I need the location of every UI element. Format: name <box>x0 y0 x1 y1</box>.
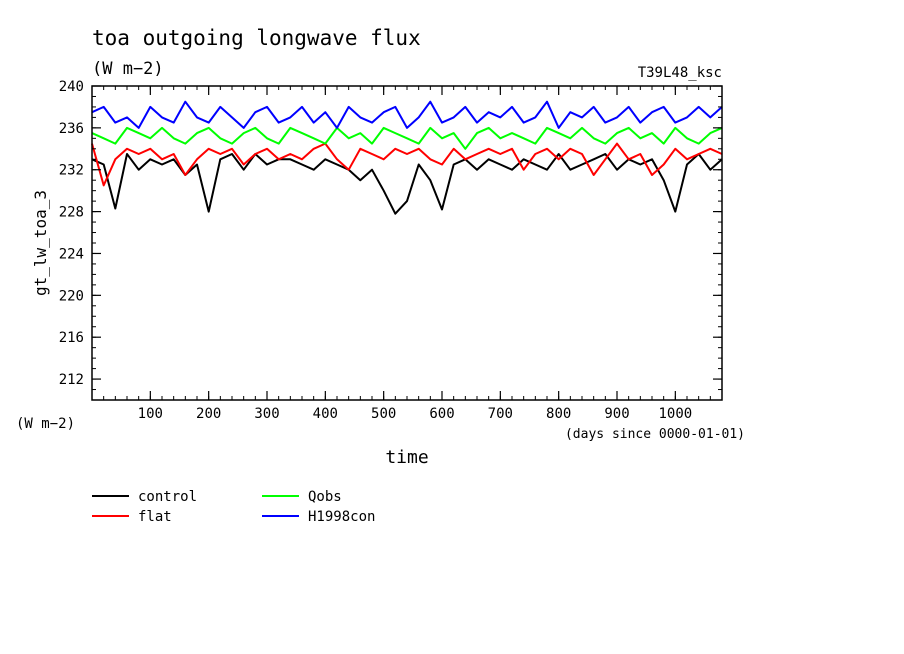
series-line-h1998con <box>91 100 723 129</box>
x-tick-label: 200 <box>196 406 221 422</box>
x-tick-label: 600 <box>429 406 454 422</box>
x-tick-label: 700 <box>488 406 513 422</box>
series-layer <box>91 100 723 215</box>
x-tick-label: 500 <box>371 406 396 422</box>
series-line-qobs <box>91 126 723 150</box>
series-line-control <box>91 153 723 215</box>
legend-label-h1998con: H1998con <box>308 509 375 525</box>
x-axis-unit: (days since 0000-01-01) <box>565 427 745 442</box>
chart-subtitle: (W m−2) <box>92 59 164 79</box>
x-tick-label: 300 <box>254 406 279 422</box>
y-tick-label: 224 <box>59 246 84 262</box>
y-tick-label: 212 <box>59 372 84 388</box>
plot-frame <box>91 85 723 401</box>
y-tick-label: 240 <box>59 79 84 95</box>
x-tick-label: 1000 <box>658 406 692 422</box>
y-tick-label: 232 <box>59 163 84 179</box>
y-tick-label: 216 <box>59 330 84 346</box>
x-tick-label: 400 <box>313 406 338 422</box>
y-tick-label: 228 <box>59 205 84 221</box>
x-axis-label: time <box>385 447 428 468</box>
legend: control flat Qobs H1998con <box>92 489 375 525</box>
y-tick-label: 236 <box>59 121 84 137</box>
legend-label-control: control <box>138 489 197 505</box>
chart-title: toa outgoing longwave flux <box>92 26 421 50</box>
legend-label-qobs: Qobs <box>308 489 342 505</box>
x-tick-label: 900 <box>604 406 629 422</box>
x-tick-label: 100 <box>138 406 163 422</box>
y-axis-label: gt_lw_toa_3 <box>31 190 50 296</box>
y-axis-unit: (W m−2) <box>16 416 75 432</box>
series-line-flat <box>91 142 723 187</box>
run-label: T39L48_ksc <box>638 65 722 81</box>
legend-label-flat: flat <box>138 509 172 525</box>
y-tick-label: 220 <box>59 288 84 304</box>
axis-layer: 100 200 300 400 500 600 700 800 900 1000 212 216 220… <box>59 79 722 422</box>
x-tick-label: 800 <box>546 406 571 422</box>
